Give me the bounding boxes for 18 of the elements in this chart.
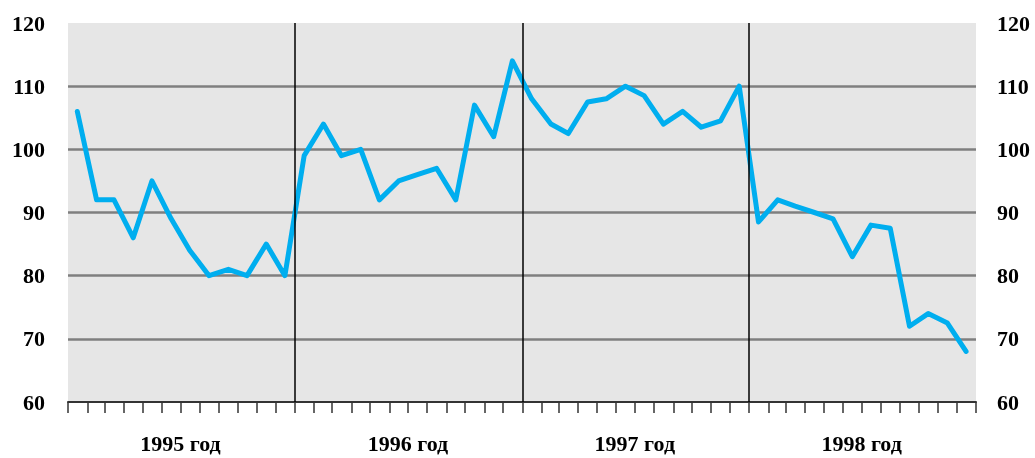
y-tick-label: 100 [12,136,45,162]
y2-tick-label: 70 [997,326,1019,352]
y2-tick-label: 120 [997,10,1030,36]
y-tick-label: 90 [23,200,45,225]
y2-tick-label: 60 [997,389,1019,415]
y2-tick-label: 110 [997,73,1029,99]
y-tick-label: 60 [23,389,45,415]
y2-tick-label: 80 [997,263,1019,289]
y-tick-label: 80 [23,263,45,289]
y-tick-label: 120 [12,10,45,36]
y2-tick-label: 100 [997,136,1030,162]
y2-tick-label: 90 [997,200,1019,225]
x-tick-label: 1995 год [140,430,221,456]
y-tick-label: 70 [23,326,45,352]
y-tick-label: 110 [13,73,45,99]
x-tick-label: 1997 год [594,430,676,456]
x-tick-label: 1998 год [821,430,902,456]
x-tick-label: 1996 год [367,430,449,456]
